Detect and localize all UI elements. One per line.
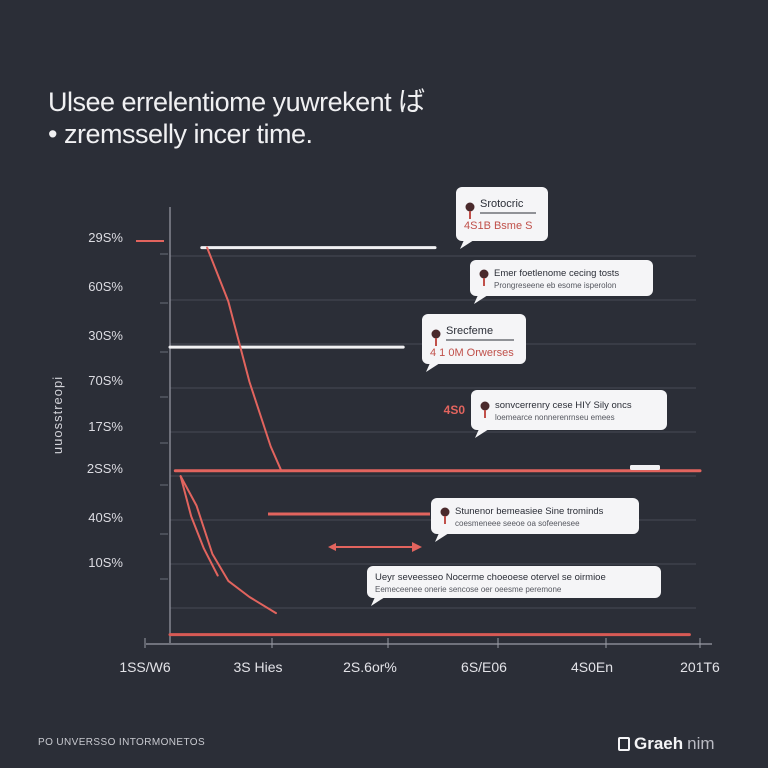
callout-box: [471, 390, 667, 430]
callout-subtitle: Prongreseene eb esome isperolon: [494, 281, 616, 290]
brand-name: Graeh: [634, 734, 684, 753]
annotation-callout: Emer foetlenome cecing tosts Prongreseene…: [470, 260, 653, 304]
pin-head: [431, 329, 441, 339]
arrow-head: [412, 542, 422, 552]
callout-tail: [475, 429, 489, 438]
callout-title: Srecfeme: [446, 325, 493, 337]
series-line: [179, 475, 277, 615]
pin-icon: [465, 202, 475, 219]
callout-title: Stunenor bemeasiee Sine trominds: [455, 506, 604, 517]
callout-box: [422, 314, 526, 364]
title-line-2: • zremsselly incer time.: [48, 119, 313, 149]
callout-box: [470, 260, 653, 296]
callout-subtitle: loemearce nonnerenrnseu emees: [495, 413, 615, 422]
pin-icon: [440, 507, 450, 524]
callout-title: Srotocric: [480, 198, 524, 210]
annotation-callout: Stunenor bemeasiee Sine trominds coesmene…: [431, 498, 639, 542]
callout-tail: [474, 295, 488, 304]
pin-head: [465, 202, 475, 212]
pin-icon: [480, 401, 490, 418]
callout-title: sonvcerrenry cese HIY Sily oncs: [495, 400, 632, 411]
callout-subtitle: 4 1 0M Orwerses: [430, 347, 514, 359]
callout-title: Ueyr seveesseo Nocerme choeoese otervel …: [375, 572, 606, 583]
y-tick-label: 30S%: [88, 328, 123, 343]
brand-square-icon: [618, 737, 630, 751]
x-tick-label: 1SS/W6: [119, 659, 171, 675]
x-tick-label: 201T6: [680, 659, 720, 675]
x-tick-label: 6S/E06: [461, 659, 507, 675]
y-tick-label: 10S%: [88, 555, 123, 570]
y-tick-label: 2SS%: [87, 461, 124, 476]
callout-subtitle: Eemeceenee onerie sencose oer oeesme per…: [375, 585, 562, 594]
y-tick-label: 29S%: [88, 230, 123, 245]
callout-box: [367, 566, 661, 598]
title-line-1: Ulsee errelentiome yuwrekent ば: [48, 87, 425, 117]
annotation-callout: Srecfeme 4 1 0M Orwerses: [422, 314, 526, 372]
chart-title: Ulsee errelentiome yuwrekent ば • zremsse…: [48, 86, 688, 150]
y-tick-label: 60S%: [88, 279, 123, 294]
baseline-marker: [630, 465, 660, 470]
pin-icon: [479, 269, 489, 286]
pin-head: [440, 507, 450, 517]
footer-credit: PO UNVERSSO INTORMONETOS: [38, 737, 206, 748]
arrow-tail: [328, 543, 336, 551]
callout-subtitle: 4S1B Bsme S: [464, 220, 532, 232]
callout-box: [456, 187, 548, 241]
x-tick-label: 2S.6or%: [343, 659, 397, 675]
callout-tail: [460, 240, 474, 249]
series-line: [179, 475, 219, 577]
y-tick-label: 17S%: [88, 419, 123, 434]
pin-head: [479, 269, 489, 279]
x-tick-label: 3S Hies: [233, 659, 282, 675]
annotation-callout: sonvcerrenry cese HIY Sily oncs loemearce…: [471, 390, 667, 438]
annotation-callout: Srotocric 4S1B Bsme S: [456, 187, 548, 249]
series-line: [206, 246, 299, 472]
x-tick-label: 4S0En: [571, 659, 613, 675]
callout-tail: [371, 597, 385, 606]
pin-icon: [431, 329, 441, 346]
callout-box: [431, 498, 639, 534]
y-tick-label: 40S%: [88, 510, 123, 525]
brand-logo: Graeh nim: [618, 734, 715, 754]
callout-side-label: 4S0: [444, 403, 466, 417]
annotation-callout: Ueyr seveesseo Nocerme choeoese otervel …: [367, 566, 661, 606]
brand-suffix: nim: [687, 734, 715, 753]
pin-head: [480, 401, 490, 411]
y-tick-label: 70S%: [88, 373, 123, 388]
callout-tail: [435, 533, 449, 542]
y-axis-label: uuosstreopi: [50, 376, 65, 454]
callout-subtitle: coesmeneee seeoe oa sofeenesee: [455, 519, 580, 528]
callout-tail: [426, 363, 440, 372]
callout-title: Emer foetlenome cecing tosts: [494, 268, 619, 279]
